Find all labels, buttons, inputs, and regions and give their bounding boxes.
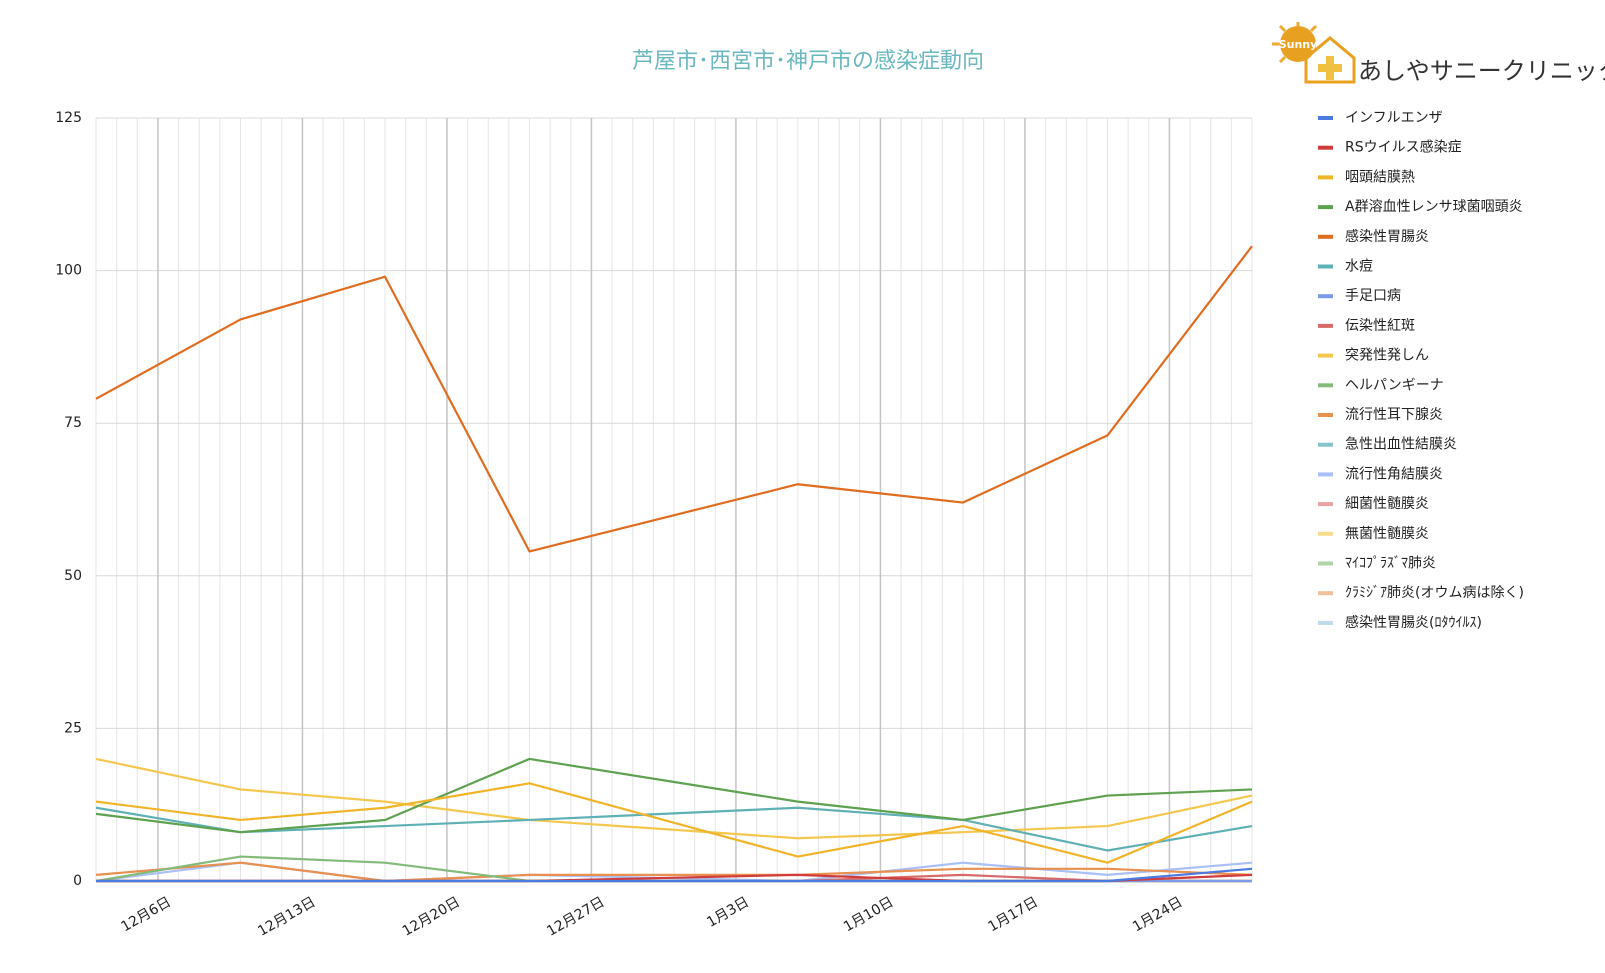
series-line	[95, 782, 1253, 864]
legend-label: RSウイルス感染症	[1345, 139, 1462, 156]
logo-brand: Sunny	[1279, 38, 1318, 51]
logo-house	[1304, 36, 1356, 84]
legend-label: ヘルパンギーナ	[1345, 377, 1444, 393]
legend-label: 伝染性紅斑	[1345, 318, 1415, 334]
legend-label: ﾏｲｺﾌﾟﾗｽﾞﾏ肺炎	[1345, 556, 1436, 572]
legend-label: 流行性耳下腺炎	[1345, 407, 1443, 423]
y-tick-label: 125	[55, 110, 82, 126]
legend-label: 手足口病	[1345, 288, 1401, 304]
logo-sun	[1280, 26, 1316, 62]
legend-label: 水痘	[1345, 259, 1373, 275]
x-tick-label: 12月20日	[400, 894, 463, 940]
series-line	[95, 861, 1253, 883]
series-line	[96, 867, 1253, 883]
y-tick-label: 25	[64, 720, 82, 736]
legend-label: 細菌性髄膜炎	[1345, 496, 1429, 512]
legend-label: 咽頭結膜熱	[1345, 169, 1415, 185]
chart-title: 芦屋市･西宮市･神戸市の感染症動向	[632, 49, 984, 74]
logo-cross	[1318, 56, 1342, 80]
x-tick-label: 12月13日	[255, 894, 318, 940]
legend-label: インフルエンザ	[1345, 110, 1443, 126]
legend-label: 急性出血性結膜炎	[1345, 437, 1457, 453]
x-tick-label: 1月17日	[986, 894, 1041, 935]
y-tick-label: 50	[64, 568, 82, 584]
logo-name: あしやサニークリニック	[1358, 57, 1605, 85]
x-tick-label: 1月24日	[1130, 894, 1185, 935]
y-tick-label: 100	[55, 263, 82, 279]
x-tick-label: 12月6日	[119, 894, 174, 935]
series-line	[95, 757, 1253, 834]
logo: Sunny あしやサニークリニック	[1272, 22, 1605, 85]
legend-label: A群溶血性レンサ球菌咽頭炎	[1345, 199, 1523, 215]
legend-label: 感染性胃腸炎	[1345, 228, 1429, 245]
legend-label: ｸﾗﾐｼﾞｱ肺炎(オウム病は除く)	[1345, 585, 1524, 601]
legend-label: 無菌性髄膜炎	[1345, 526, 1429, 542]
x-tick-label: 1月3日	[704, 894, 752, 931]
series-line	[95, 757, 1253, 840]
x-tick-label: 1月10日	[841, 894, 896, 935]
y-tick-label: 75	[64, 415, 82, 431]
x-tick-label: 12月27日	[544, 894, 607, 940]
y-tick-label: 0	[73, 873, 82, 889]
series-line	[95, 245, 1253, 553]
legend-label: 突発性発しん	[1345, 348, 1429, 364]
legend-label: 感染性胃腸炎(ﾛﾀｳｲﾙｽ)	[1345, 614, 1482, 631]
legend-label: 流行性角結膜炎	[1345, 466, 1443, 482]
